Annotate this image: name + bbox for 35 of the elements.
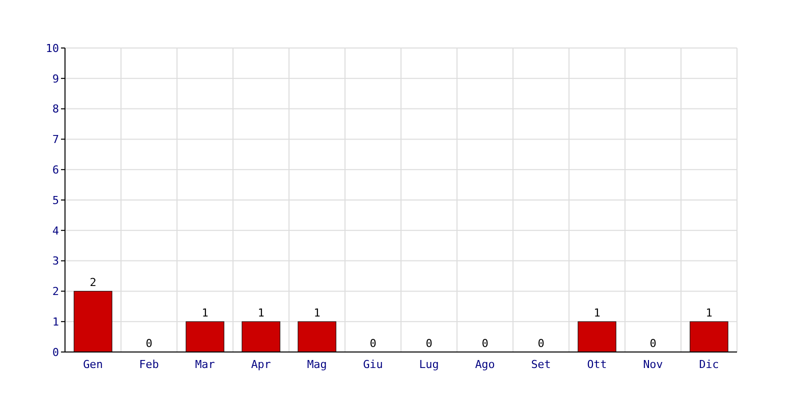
x-tick-label: Apr xyxy=(251,358,272,371)
x-tick-label: Dic xyxy=(699,358,719,371)
x-tick-label: Mag xyxy=(307,358,327,371)
y-tick-label: 10 xyxy=(46,42,59,55)
data-label: 1 xyxy=(258,306,264,320)
data-label: 0 xyxy=(650,337,656,350)
y-tick-label: 1 xyxy=(52,316,59,329)
y-tick-label: 8 xyxy=(52,102,59,116)
x-tick-label: Ott xyxy=(587,358,607,371)
x-tick-label: Giu xyxy=(363,358,383,371)
x-tick-label: Mar xyxy=(195,358,216,371)
y-tick-label: 7 xyxy=(52,133,59,146)
x-tick-label: Nov xyxy=(643,358,664,371)
x-tick-label: Set xyxy=(531,358,551,371)
y-tick-label: 4 xyxy=(52,224,60,238)
y-tick-label: 3 xyxy=(52,254,59,268)
x-tick-label: Lug xyxy=(419,358,439,371)
data-label: 1 xyxy=(202,306,208,320)
y-tick-label: 6 xyxy=(52,164,59,177)
y-tick-label: 9 xyxy=(52,72,59,86)
data-label: 0 xyxy=(370,337,376,350)
data-label: 2 xyxy=(90,276,96,290)
data-label: 1 xyxy=(314,306,320,320)
x-tick-label: Feb xyxy=(139,358,159,371)
x-tick-label: Gen xyxy=(83,358,103,371)
data-label: 0 xyxy=(538,337,544,350)
data-label: 0 xyxy=(426,337,432,350)
y-tick-label: 0 xyxy=(52,346,59,359)
data-label: 0 xyxy=(146,337,152,350)
data-label: 1 xyxy=(706,306,712,320)
y-tick-label: 5 xyxy=(52,194,59,207)
data-label: 1 xyxy=(594,306,600,320)
x-tick-label: Ago xyxy=(475,358,495,371)
data-label: 0 xyxy=(482,337,488,350)
y-tick-label: 2 xyxy=(52,285,59,298)
